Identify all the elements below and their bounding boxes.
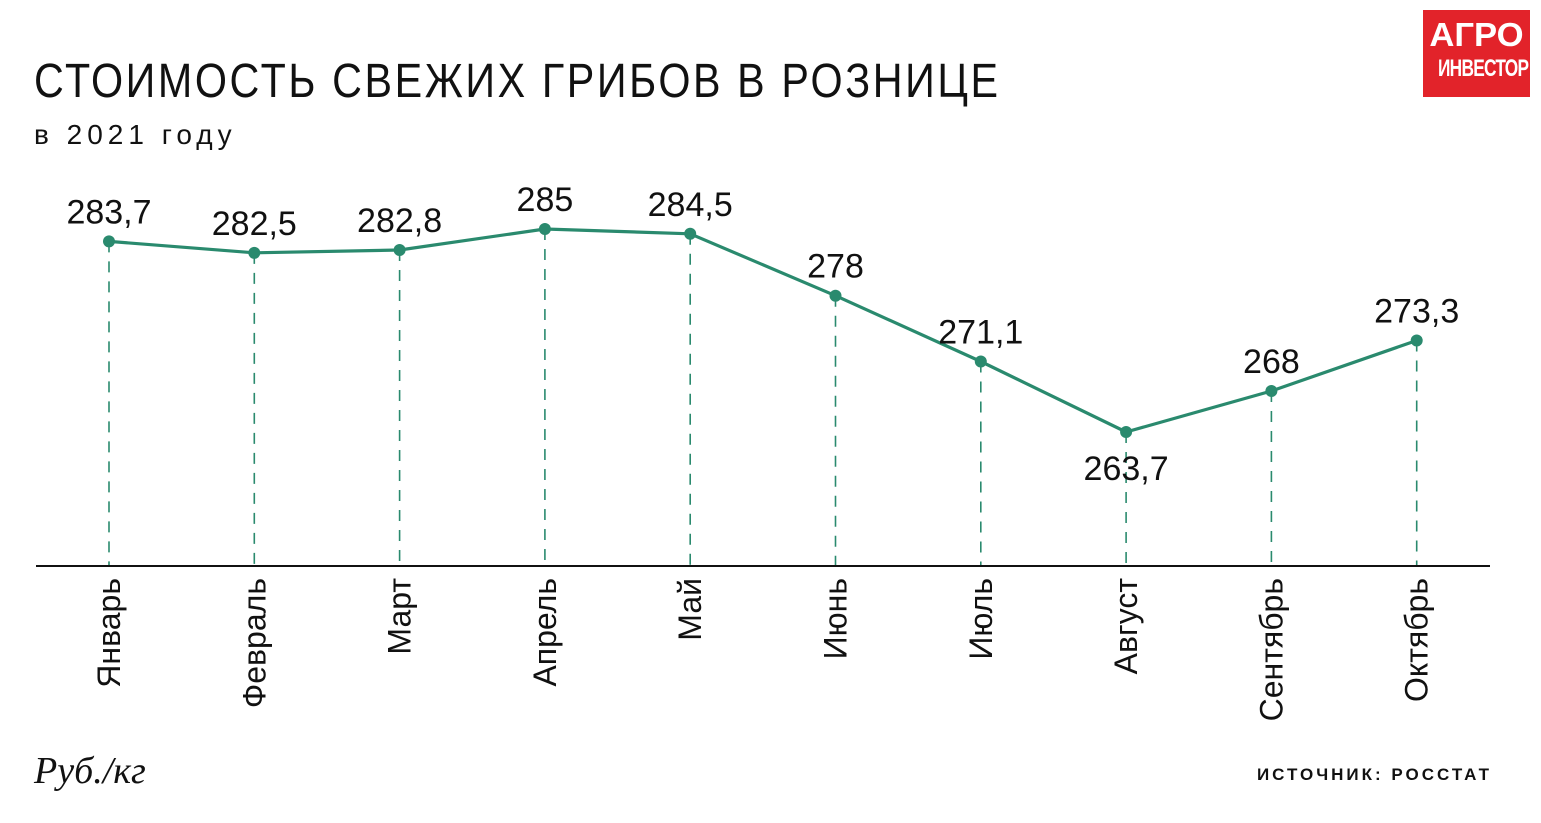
data-point	[1120, 426, 1133, 438]
data-label: 282,5	[212, 205, 297, 243]
data-label: 271,1	[938, 313, 1023, 351]
data-point	[684, 227, 697, 240]
category-label: Сентябрь	[1253, 578, 1289, 721]
category-label: Май	[672, 578, 708, 641]
logo-line-2: ИНВЕСТОР	[1437, 55, 1529, 82]
category-label: Январь	[91, 578, 127, 688]
data-label: 268	[1243, 343, 1300, 381]
data-label: 273,3	[1374, 293, 1459, 331]
category-label: Октябрь	[1399, 578, 1435, 702]
data-point	[538, 223, 551, 235]
data-label: 283,7	[66, 193, 151, 231]
category-label: Февраль	[236, 578, 272, 708]
data-label: 285	[517, 181, 574, 219]
data-point	[103, 235, 115, 248]
agroinvestor-logo: АГРО ИНВЕСТОР	[1423, 10, 1530, 97]
chart-title: СТОИМОСТЬ СВЕЖИХ ГРИБОВ В РОЗНИЦЕ	[34, 55, 1001, 108]
data-label: 282,8	[357, 202, 442, 240]
data-label: 278	[807, 248, 864, 286]
category-label: Март	[382, 578, 418, 655]
category-label: Апрель	[527, 578, 563, 687]
data-point	[393, 243, 406, 256]
series-line	[107, 227, 1419, 434]
data-label: 284,5	[648, 186, 733, 224]
unit-label: Руб./кг	[34, 750, 146, 792]
data-point	[1410, 334, 1423, 347]
data-point	[248, 246, 261, 259]
category-label: Август	[1108, 578, 1144, 675]
source-note: ИСТОЧНИК: РОССТАТ	[1256, 765, 1492, 784]
data-point	[1265, 385, 1278, 398]
logo-line-1: АГРО	[1429, 16, 1524, 53]
category-label: Июль	[963, 578, 999, 660]
category-label: Июнь	[818, 578, 854, 659]
data-point	[974, 355, 987, 368]
data-label: 263,7	[1084, 450, 1169, 488]
chart-subtitle: в 2021 году	[34, 119, 237, 150]
data-point	[829, 289, 842, 302]
